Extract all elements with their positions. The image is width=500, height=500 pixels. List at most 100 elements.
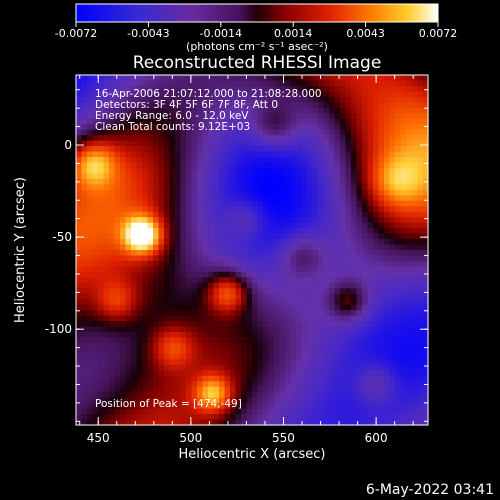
- heatmap-cell: [351, 96, 358, 103]
- heatmap-cell: [351, 277, 358, 284]
- heatmap-cell: [164, 211, 171, 218]
- heatmap-cell: [158, 315, 165, 322]
- heatmap-cell: [263, 381, 270, 388]
- heatmap-cell: [191, 375, 198, 382]
- heatmap-cell: [169, 167, 176, 175]
- heatmap-cell: [147, 96, 154, 103]
- heatmap-cell: [136, 162, 143, 169]
- heatmap-cell: [164, 260, 171, 268]
- heatmap-cell: [103, 173, 110, 180]
- heatmap-cell: [411, 189, 418, 196]
- heatmap-cell: [356, 370, 363, 377]
- heatmap-cell: [263, 348, 270, 355]
- heatmap-cell: [142, 233, 149, 240]
- heatmap-cell: [87, 397, 94, 404]
- heatmap-cell: [213, 244, 220, 251]
- heatmap-cell: [406, 228, 413, 235]
- heatmap-cell: [219, 332, 226, 339]
- heatmap-cell: [400, 118, 407, 125]
- heatmap-cell: [362, 228, 369, 235]
- heatmap-cell: [279, 337, 286, 344]
- heatmap-cell: [103, 370, 110, 377]
- heatmap-cell: [400, 157, 407, 164]
- heatmap-cell: [395, 124, 402, 131]
- heatmap-cell: [356, 85, 363, 93]
- heatmap-cell: [103, 326, 110, 333]
- heatmap-cell: [362, 107, 369, 114]
- heatmap-cell: [103, 266, 110, 273]
- heatmap-cell: [230, 321, 237, 328]
- heatmap-cell: [109, 80, 116, 87]
- heatmap-cell: [76, 250, 83, 257]
- heatmap-cell: [103, 239, 110, 246]
- heatmap-cell: [169, 370, 176, 377]
- heatmap-cell: [384, 293, 391, 300]
- heatmap-cell: [131, 293, 138, 300]
- heatmap-cell: [103, 85, 110, 93]
- heatmap-cell: [191, 167, 198, 175]
- heatmap-cell: [175, 129, 182, 136]
- heatmap-cell: [197, 200, 204, 207]
- heatmap-cell: [290, 288, 297, 295]
- heatmap-cell: [411, 348, 418, 355]
- heatmap-cell: [142, 80, 149, 87]
- heatmap-cell: [208, 386, 215, 393]
- heatmap-cell: [422, 228, 429, 235]
- heatmap-cell: [92, 392, 99, 399]
- heatmap-cell: [180, 332, 187, 339]
- heatmap-cell: [411, 403, 418, 410]
- heatmap-cell: [147, 118, 154, 125]
- heatmap-cell: [384, 408, 391, 415]
- heatmap-cell: [400, 293, 407, 300]
- heatmap-cell: [395, 206, 402, 213]
- heatmap-cell: [219, 211, 226, 218]
- heatmap-cell: [114, 113, 121, 120]
- heatmap-cell: [230, 233, 237, 240]
- heatmap-cell: [213, 255, 220, 262]
- heatmap-cell: [340, 353, 347, 360]
- heatmap-cell: [389, 353, 396, 360]
- heatmap-cell: [114, 124, 121, 131]
- heatmap-cell: [400, 102, 407, 109]
- heatmap-cell: [76, 167, 83, 175]
- heatmap-cell: [208, 332, 215, 339]
- heatmap-cell: [136, 91, 143, 98]
- heatmap-cell: [125, 299, 132, 306]
- heatmap-cell: [235, 288, 242, 295]
- heatmap-cell: [186, 206, 193, 213]
- heatmap-cell: [345, 293, 352, 300]
- heatmap-cell: [389, 102, 396, 109]
- heatmap-cell: [252, 282, 259, 289]
- heatmap-cell: [351, 206, 358, 213]
- heatmap-cell: [186, 271, 193, 278]
- heatmap-cell: [202, 255, 209, 262]
- heatmap-cell: [164, 195, 171, 202]
- heatmap-cell: [81, 271, 88, 278]
- heatmap-cell: [411, 244, 418, 251]
- heatmap-cell: [186, 96, 193, 103]
- heatmap-cell: [131, 282, 138, 289]
- heatmap-cell: [263, 414, 270, 421]
- heatmap-cell: [136, 222, 143, 229]
- heatmap-cell: [279, 140, 286, 147]
- heatmap-cell: [241, 102, 248, 109]
- heatmap-cell: [158, 222, 165, 229]
- heatmap-cell: [290, 271, 297, 278]
- heatmap-cell: [263, 233, 270, 240]
- heatmap-cell: [186, 151, 193, 158]
- heatmap-cell: [120, 222, 127, 229]
- heatmap-cell: [263, 167, 270, 175]
- heatmap-cell: [175, 244, 182, 251]
- heatmap-cell: [180, 151, 187, 158]
- heatmap-cell: [285, 167, 292, 175]
- heatmap-cell: [290, 85, 297, 93]
- heatmap-cell: [81, 304, 88, 311]
- heatmap-cell: [252, 364, 259, 371]
- heatmap-cell: [224, 124, 231, 131]
- heatmap-cell: [224, 277, 231, 284]
- heatmap-cell: [422, 75, 429, 82]
- heatmap-cell: [109, 239, 116, 246]
- heatmap-cell: [131, 178, 138, 185]
- heatmap-cell: [224, 146, 231, 153]
- heatmap-cell: [307, 386, 314, 393]
